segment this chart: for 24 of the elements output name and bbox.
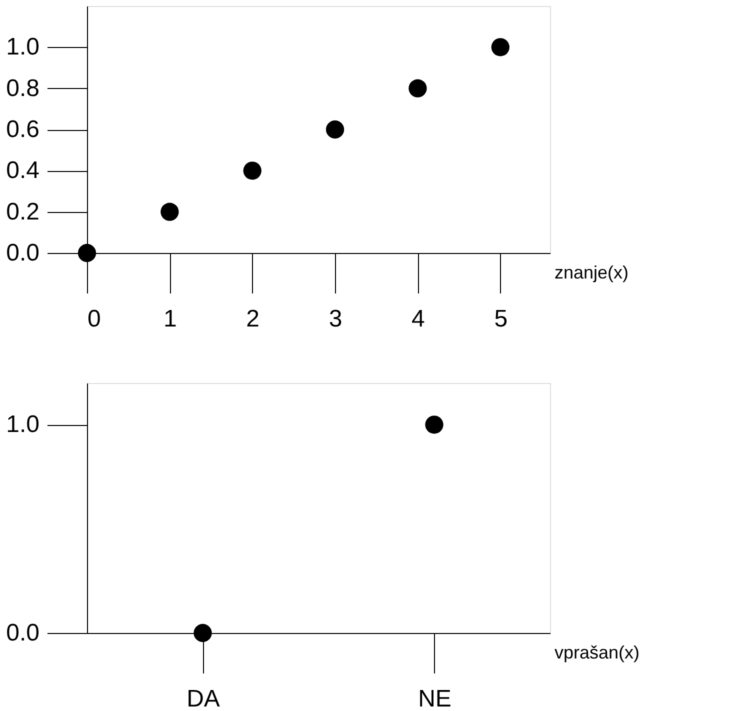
point [491,38,510,56]
x-tick-label: 1 [164,306,177,332]
x-axis-title: znanje(x) [554,262,629,282]
x-tick-label: 2 [246,306,260,332]
y-tick-label: 0.2 [6,198,40,226]
y-tick-label: 0.0 [6,240,40,266]
x-tick-label: 4 [412,306,425,332]
x-tick-label: 3 [328,306,342,332]
x-tick-label: NE [418,686,452,711]
x-tick-label: 5 [494,306,508,332]
y-tick-label: 0.6 [6,116,40,143]
x-axis-title: vprašan(x) [554,642,640,662]
x-tick-label: 0 [88,306,101,332]
point [243,162,262,180]
y-tick-label: 1.0 [6,34,40,61]
y-tick-label: 0.8 [6,74,40,102]
point [160,202,179,221]
point [326,120,344,139]
x-tick-label: DA [186,686,220,711]
point [78,244,96,262]
y-tick-label: 0.0 [6,620,40,646]
point [408,79,427,98]
y-tick-label: 0.4 [6,157,40,184]
y-tick-label: 1.0 [6,411,40,438]
